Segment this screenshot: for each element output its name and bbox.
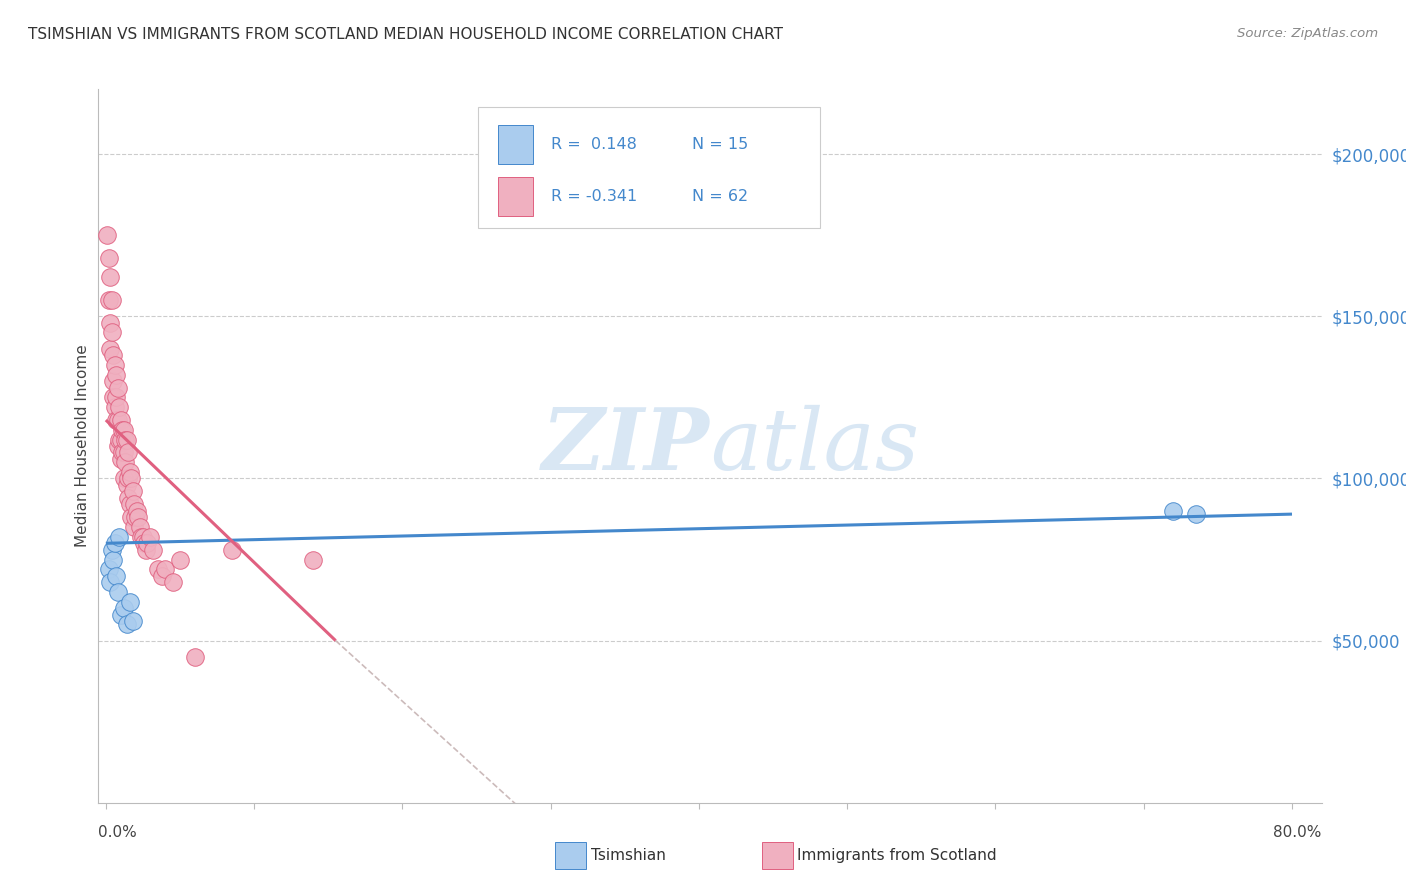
Text: 0.0%: 0.0% — [98, 825, 138, 840]
Point — [98, 316, 121, 330]
Text: ZIP: ZIP — [543, 404, 710, 488]
Point — [118, 595, 141, 609]
Point — [114, 455, 136, 469]
Point — [103, 374, 125, 388]
Point — [96, 228, 118, 243]
Point — [162, 575, 184, 590]
Point — [108, 530, 131, 544]
Point — [117, 491, 139, 505]
Point — [129, 520, 152, 534]
Point — [125, 504, 148, 518]
Point — [110, 413, 132, 427]
Point — [134, 536, 156, 550]
Point — [1184, 507, 1206, 521]
Point — [105, 368, 128, 382]
Point — [139, 530, 162, 544]
Point — [105, 390, 128, 404]
Point — [111, 423, 134, 437]
Point — [1163, 504, 1185, 518]
Point — [132, 530, 155, 544]
Point — [104, 358, 127, 372]
Point — [136, 536, 159, 550]
Point — [121, 614, 143, 628]
Point — [110, 607, 132, 622]
Point — [115, 433, 138, 447]
Point — [221, 542, 243, 557]
FancyBboxPatch shape — [498, 125, 533, 164]
Point — [97, 293, 120, 307]
Point — [111, 445, 134, 459]
Text: N = 15: N = 15 — [692, 137, 748, 153]
Y-axis label: Median Household Income: Median Household Income — [75, 344, 90, 548]
Point — [112, 601, 135, 615]
Point — [104, 536, 127, 550]
Point — [120, 510, 142, 524]
Point — [114, 433, 136, 447]
Point — [112, 445, 135, 459]
FancyBboxPatch shape — [478, 107, 820, 228]
Point — [184, 649, 207, 664]
Point — [97, 562, 120, 576]
Point — [146, 562, 169, 576]
Point — [122, 520, 145, 534]
Point — [110, 452, 132, 467]
Point — [107, 439, 129, 453]
Text: atlas: atlas — [710, 405, 920, 487]
Point — [100, 326, 122, 340]
Text: R =  0.148: R = 0.148 — [551, 137, 637, 153]
Point — [98, 270, 121, 285]
Text: Tsimshian: Tsimshian — [591, 848, 665, 863]
Text: N = 62: N = 62 — [692, 189, 748, 203]
Point — [98, 342, 121, 356]
Point — [169, 552, 191, 566]
Text: Immigrants from Scotland: Immigrants from Scotland — [797, 848, 997, 863]
Point — [97, 251, 120, 265]
Point — [127, 510, 149, 524]
Point — [115, 617, 138, 632]
Point — [98, 575, 121, 590]
Point — [107, 381, 129, 395]
Point — [103, 348, 125, 362]
Point — [100, 542, 122, 557]
Point — [124, 510, 146, 524]
Point — [150, 568, 173, 582]
Point — [105, 568, 128, 582]
Point — [122, 497, 145, 511]
Text: 80.0%: 80.0% — [1274, 825, 1322, 840]
Point — [153, 562, 176, 576]
Point — [103, 390, 125, 404]
Point — [117, 445, 139, 459]
Point — [112, 423, 135, 437]
Point — [103, 552, 125, 566]
Point — [108, 400, 131, 414]
Text: Source: ZipAtlas.com: Source: ZipAtlas.com — [1237, 27, 1378, 40]
Point — [115, 478, 138, 492]
Point — [105, 413, 128, 427]
Point — [302, 552, 325, 566]
Point — [100, 293, 122, 307]
Point — [120, 471, 142, 485]
Point — [135, 542, 157, 557]
Text: R = -0.341: R = -0.341 — [551, 189, 637, 203]
Point — [121, 484, 143, 499]
Point — [108, 433, 131, 447]
Point — [110, 433, 132, 447]
Point — [107, 413, 129, 427]
Point — [117, 471, 139, 485]
Point — [118, 497, 141, 511]
Point — [112, 471, 135, 485]
Point — [104, 400, 127, 414]
FancyBboxPatch shape — [498, 177, 533, 216]
Point — [142, 542, 165, 557]
Point — [118, 465, 141, 479]
Point — [107, 585, 129, 599]
Text: TSIMSHIAN VS IMMIGRANTS FROM SCOTLAND MEDIAN HOUSEHOLD INCOME CORRELATION CHART: TSIMSHIAN VS IMMIGRANTS FROM SCOTLAND ME… — [28, 27, 783, 42]
Point — [131, 530, 153, 544]
